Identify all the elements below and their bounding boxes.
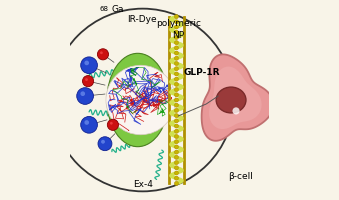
Circle shape: [175, 119, 178, 123]
Circle shape: [175, 41, 178, 45]
Circle shape: [175, 171, 178, 175]
Circle shape: [175, 35, 178, 39]
Circle shape: [175, 155, 178, 159]
Circle shape: [175, 67, 178, 71]
Circle shape: [175, 129, 178, 133]
Circle shape: [175, 140, 178, 144]
Polygon shape: [209, 67, 262, 129]
Ellipse shape: [107, 53, 168, 147]
Circle shape: [85, 78, 88, 81]
Circle shape: [175, 161, 178, 165]
Circle shape: [175, 20, 178, 24]
Circle shape: [175, 166, 178, 170]
Circle shape: [175, 103, 178, 107]
Circle shape: [175, 25, 178, 29]
Circle shape: [175, 93, 178, 97]
Text: Ex-4: Ex-4: [133, 180, 153, 189]
Circle shape: [175, 51, 178, 55]
Circle shape: [81, 57, 97, 74]
Circle shape: [175, 181, 178, 185]
Circle shape: [110, 122, 113, 125]
Circle shape: [175, 77, 178, 81]
Circle shape: [175, 176, 178, 180]
Circle shape: [84, 61, 89, 65]
Circle shape: [80, 91, 85, 96]
Circle shape: [175, 46, 178, 50]
Circle shape: [233, 107, 240, 114]
Circle shape: [82, 76, 94, 87]
Text: GLP-1R: GLP-1R: [183, 68, 220, 77]
Circle shape: [84, 120, 89, 125]
Circle shape: [97, 49, 108, 60]
Circle shape: [51, 9, 234, 191]
Text: Ga: Ga: [112, 5, 124, 14]
Circle shape: [175, 88, 178, 92]
Circle shape: [106, 65, 176, 135]
Circle shape: [175, 62, 178, 65]
Circle shape: [175, 72, 178, 76]
Circle shape: [98, 137, 112, 151]
Text: 68: 68: [100, 6, 109, 12]
Circle shape: [175, 108, 178, 112]
Circle shape: [175, 56, 178, 60]
Circle shape: [175, 98, 178, 102]
Circle shape: [175, 30, 178, 34]
Text: polymeric
NP: polymeric NP: [156, 19, 201, 40]
Circle shape: [175, 145, 178, 149]
Circle shape: [81, 116, 97, 133]
Circle shape: [100, 51, 103, 54]
Ellipse shape: [110, 77, 144, 100]
Circle shape: [175, 124, 178, 128]
Circle shape: [107, 119, 118, 130]
Circle shape: [175, 150, 178, 154]
Circle shape: [175, 82, 178, 86]
Text: IR-Dye: IR-Dye: [127, 15, 157, 24]
Text: β-cell: β-cell: [228, 172, 254, 181]
Polygon shape: [202, 54, 273, 141]
Circle shape: [77, 88, 94, 104]
Circle shape: [101, 140, 105, 144]
Circle shape: [175, 15, 178, 19]
Circle shape: [175, 114, 178, 118]
Circle shape: [175, 135, 178, 138]
Ellipse shape: [216, 87, 246, 113]
